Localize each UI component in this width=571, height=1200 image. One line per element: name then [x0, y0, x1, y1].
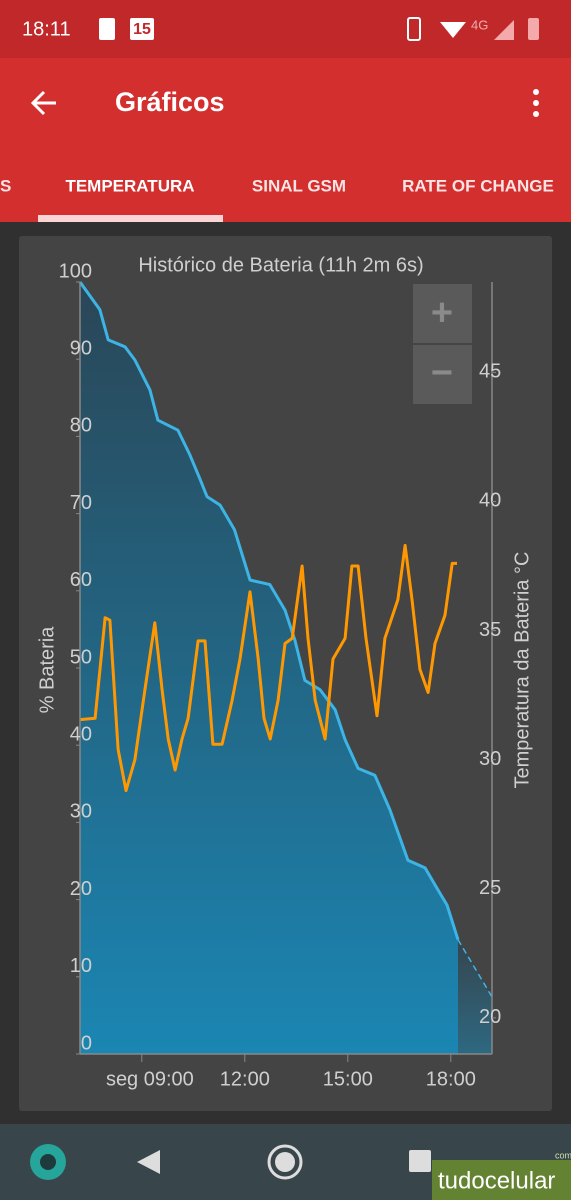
y2-tick-label: 20: [479, 1006, 501, 1028]
zoom-out-label: −: [431, 352, 453, 394]
battery-icon: [528, 18, 539, 40]
x-tick-label: seg 09:00: [106, 1068, 194, 1090]
calendar-icon: [130, 18, 154, 40]
watermark-box: [432, 1160, 571, 1200]
watermark-brand: tudocelular: [438, 1167, 555, 1194]
battery-line: [457, 939, 493, 998]
tab-indicator: [38, 215, 223, 222]
area: [80, 282, 458, 1054]
vibrate-icon: [407, 17, 421, 41]
x-tick-label: 12:00: [220, 1068, 270, 1090]
x-tick-label: 18:00: [426, 1068, 476, 1090]
y-tick-label: 30: [70, 801, 92, 823]
signal-icon: [494, 20, 514, 40]
y2-tick-label: 35: [479, 619, 501, 641]
alert-icon: [99, 18, 115, 40]
plot: [78, 281, 493, 1054]
y-tick-label: 70: [70, 492, 92, 514]
nav-home-inner: [275, 1152, 295, 1172]
chart-title: Histórico de Bateria (11h 2m 6s): [138, 254, 423, 276]
app-title: Gráficos: [115, 87, 225, 117]
nav-home[interactable]: [267, 1144, 303, 1180]
tab[interactable]: TEMPERATURA: [65, 176, 194, 195]
y-tick-label: 60: [70, 569, 92, 591]
temperature-line: [79, 543, 457, 793]
y2-tick-label: 25: [479, 877, 501, 899]
y-tick-label: 10: [70, 955, 92, 977]
y2-tick-label: 45: [479, 361, 501, 383]
area: [458, 939, 492, 1054]
y2-tick-label: 30: [479, 748, 501, 770]
y-tick-label: 20: [70, 878, 92, 900]
back-button[interactable]: [30, 90, 56, 116]
tab[interactable]: SINAL GSM: [252, 176, 346, 195]
y-axis-label: % Bateria: [36, 626, 58, 714]
tab[interactable]: S: [0, 176, 11, 195]
x-tick-label: 15:00: [323, 1068, 373, 1090]
y-tick-label: 40: [70, 723, 92, 745]
y2-tick-label: 40: [479, 490, 501, 512]
y2-axis-label: Temperatura da Bateria °C: [511, 551, 533, 788]
clock: 18:11: [22, 18, 71, 40]
zoom-in[interactable]: [413, 284, 472, 343]
menu-button[interactable]: [533, 89, 539, 117]
y-tick-label: 0: [81, 1032, 92, 1054]
zoom-out[interactable]: [413, 345, 472, 404]
tab[interactable]: RATE OF CHANGE: [402, 176, 554, 195]
network-type: 4G: [471, 17, 488, 32]
nav-recents[interactable]: [409, 1150, 431, 1172]
y-tick-label: 50: [70, 646, 92, 668]
y-tick-label: 100: [59, 260, 92, 282]
watermark-suffix: com: [555, 1150, 571, 1160]
y-tick-label: 80: [70, 415, 92, 437]
app-icon-inner: [40, 1154, 56, 1170]
y-tick-label: 90: [70, 337, 92, 359]
nav-back[interactable]: [137, 1150, 160, 1174]
app-bar: [0, 58, 571, 222]
status-bar: [0, 0, 571, 58]
wifi-icon: [440, 22, 466, 38]
battery-line: [78, 281, 460, 941]
zoom-in-label: +: [431, 292, 453, 334]
calendar-badge: 15: [133, 21, 151, 38]
